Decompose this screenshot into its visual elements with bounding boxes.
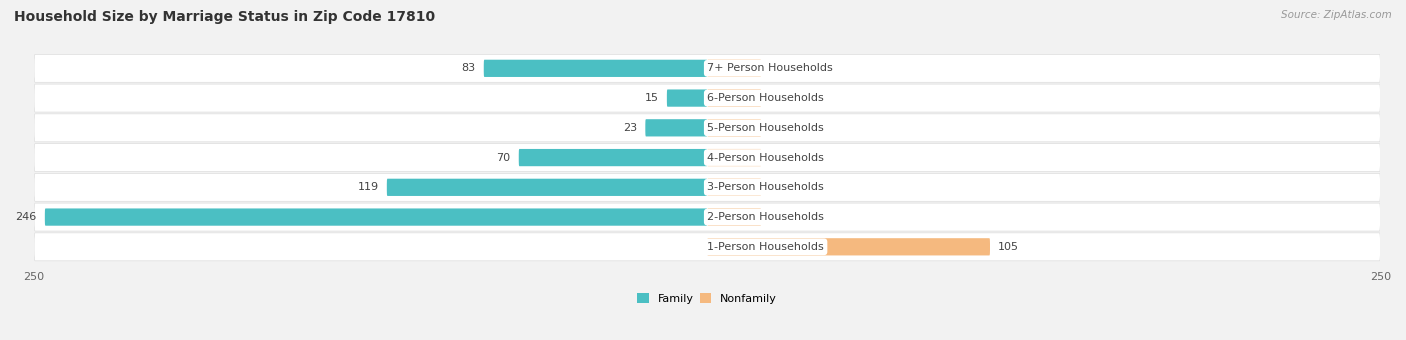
FancyBboxPatch shape (484, 60, 707, 77)
Text: Source: ZipAtlas.com: Source: ZipAtlas.com (1281, 10, 1392, 20)
FancyBboxPatch shape (707, 238, 990, 255)
Text: 0: 0 (769, 123, 776, 133)
Text: 4-Person Households: 4-Person Households (707, 153, 824, 163)
Text: 15: 15 (645, 93, 659, 103)
FancyBboxPatch shape (34, 143, 1381, 172)
Text: 12: 12 (769, 212, 783, 222)
Text: 7+ Person Households: 7+ Person Households (707, 63, 832, 73)
Text: 0: 0 (769, 153, 776, 163)
FancyBboxPatch shape (519, 149, 707, 166)
FancyBboxPatch shape (34, 233, 1381, 261)
Legend: Family, Nonfamily: Family, Nonfamily (633, 289, 782, 308)
FancyBboxPatch shape (34, 114, 1381, 142)
Text: 83: 83 (461, 63, 475, 73)
FancyBboxPatch shape (666, 89, 707, 107)
Text: 0: 0 (769, 182, 776, 192)
FancyBboxPatch shape (34, 84, 1381, 112)
Text: 1-Person Households: 1-Person Households (707, 242, 824, 252)
FancyBboxPatch shape (707, 149, 761, 166)
FancyBboxPatch shape (707, 119, 761, 136)
Text: 5-Person Households: 5-Person Households (707, 123, 824, 133)
Text: 119: 119 (357, 182, 378, 192)
Text: 0: 0 (769, 63, 776, 73)
Text: 23: 23 (623, 123, 637, 133)
Text: 105: 105 (998, 242, 1019, 252)
Text: 2-Person Households: 2-Person Households (707, 212, 824, 222)
FancyBboxPatch shape (34, 173, 1381, 201)
FancyBboxPatch shape (645, 119, 707, 136)
FancyBboxPatch shape (707, 89, 761, 107)
Text: 3-Person Households: 3-Person Households (707, 182, 824, 192)
Text: 0: 0 (769, 93, 776, 103)
FancyBboxPatch shape (387, 179, 707, 196)
FancyBboxPatch shape (707, 208, 761, 226)
Text: 246: 246 (15, 212, 37, 222)
Text: 6-Person Households: 6-Person Households (707, 93, 824, 103)
FancyBboxPatch shape (34, 203, 1381, 231)
FancyBboxPatch shape (707, 179, 761, 196)
Text: 70: 70 (496, 153, 510, 163)
FancyBboxPatch shape (45, 208, 707, 226)
Text: Household Size by Marriage Status in Zip Code 17810: Household Size by Marriage Status in Zip… (14, 10, 436, 24)
FancyBboxPatch shape (707, 60, 761, 77)
FancyBboxPatch shape (34, 54, 1381, 82)
